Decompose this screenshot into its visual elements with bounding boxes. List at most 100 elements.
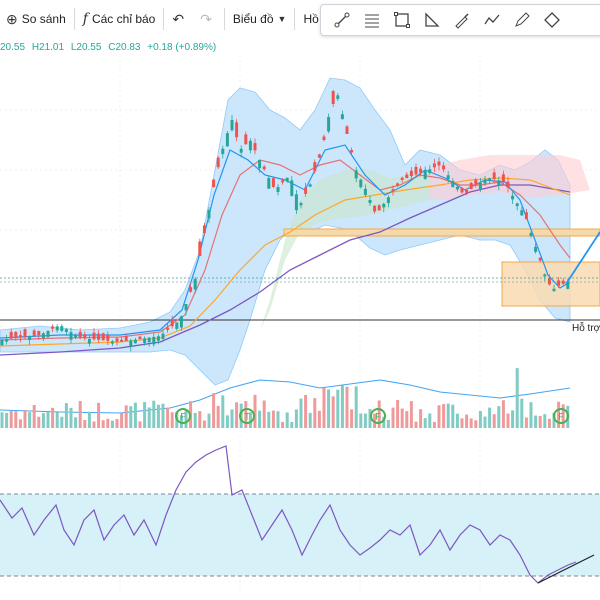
candle-body bbox=[46, 331, 50, 337]
volume-bar bbox=[193, 412, 197, 428]
candle-body bbox=[474, 179, 478, 186]
redo-button[interactable]: ↷ bbox=[194, 4, 222, 34]
candle-body bbox=[501, 174, 505, 182]
candle-body bbox=[244, 134, 248, 145]
volume-bar bbox=[110, 420, 114, 428]
event-badge-f[interactable]: F bbox=[175, 408, 191, 424]
volume-bar bbox=[235, 402, 239, 428]
brush-pen-tool[interactable] bbox=[511, 9, 533, 31]
rsi-trend-line[interactable] bbox=[537, 554, 595, 584]
volume-bar bbox=[547, 418, 551, 428]
horizontal-lines-tool[interactable] bbox=[361, 9, 383, 31]
volume-bar bbox=[41, 413, 45, 428]
candle-body bbox=[239, 148, 243, 153]
candle-body bbox=[557, 280, 561, 286]
candle-body bbox=[285, 177, 289, 182]
candle-body bbox=[143, 338, 147, 343]
candle-body bbox=[37, 331, 41, 336]
rectangle-tool[interactable] bbox=[391, 9, 413, 31]
candle-body bbox=[170, 319, 174, 327]
function-icon: f bbox=[82, 11, 88, 27]
undo-button[interactable]: ↶ bbox=[166, 4, 194, 34]
event-badge-f[interactable]: F bbox=[553, 408, 569, 424]
candle-body bbox=[455, 186, 459, 190]
volume-bar bbox=[465, 414, 469, 428]
volume-bar bbox=[156, 404, 160, 428]
volume-bar bbox=[396, 400, 400, 428]
triangle-icon bbox=[425, 12, 440, 27]
candle-body bbox=[460, 188, 464, 193]
ellipse-tool[interactable] bbox=[541, 9, 563, 31]
candle-body bbox=[202, 225, 206, 233]
volume-bar bbox=[561, 404, 565, 428]
candle-body bbox=[552, 288, 556, 292]
volume-bar bbox=[317, 410, 321, 428]
volume-bar bbox=[304, 394, 308, 428]
volume-bar bbox=[451, 404, 455, 428]
candle-body bbox=[322, 136, 326, 140]
candle-body bbox=[51, 326, 55, 329]
volume-bar bbox=[60, 416, 64, 428]
brush-tool[interactable] bbox=[451, 9, 473, 31]
volume-bar bbox=[152, 400, 156, 428]
chart-menu-label: Biểu đồ bbox=[232, 12, 274, 26]
compare-button[interactable]: ⊕ So sánh bbox=[0, 4, 72, 34]
volume-bar bbox=[5, 412, 9, 428]
candle-body bbox=[377, 205, 381, 211]
volume-bar bbox=[478, 410, 482, 428]
candle-body bbox=[483, 180, 487, 184]
volume-bar bbox=[409, 401, 413, 428]
volume-bar bbox=[37, 416, 41, 428]
projection-line[interactable] bbox=[565, 231, 600, 285]
candle-body bbox=[184, 304, 188, 311]
event-badge-f[interactable]: F bbox=[370, 408, 386, 424]
volume-bar bbox=[28, 412, 32, 428]
candle-body bbox=[9, 331, 13, 339]
svg-text:F: F bbox=[375, 412, 381, 422]
horizontal-lines-icon bbox=[365, 14, 379, 28]
volume-bar bbox=[106, 418, 110, 428]
ellipse-icon bbox=[544, 12, 560, 28]
indicators-button[interactable]: f Các chỉ báo bbox=[77, 4, 162, 34]
volume-bar bbox=[147, 407, 151, 428]
volume-bar bbox=[115, 418, 119, 428]
volume-bar bbox=[442, 404, 446, 428]
candle-body bbox=[138, 336, 142, 339]
candle-body bbox=[101, 333, 105, 341]
event-badge-t[interactable]: T bbox=[239, 408, 255, 424]
pen-icon bbox=[515, 12, 530, 27]
triangle-tool[interactable] bbox=[421, 9, 443, 31]
chart-menu-button[interactable]: Biểu đồ ▼ bbox=[227, 4, 293, 34]
candle-body bbox=[492, 172, 496, 180]
candle-body bbox=[115, 338, 119, 342]
volume-bar bbox=[290, 421, 294, 428]
volume-bar bbox=[414, 421, 418, 428]
volume-bar bbox=[225, 415, 229, 428]
candle-body bbox=[74, 335, 78, 338]
candle-body bbox=[373, 205, 377, 212]
resistance-zone bbox=[283, 228, 600, 237]
volume-bar bbox=[308, 412, 312, 428]
volume-bars bbox=[0, 368, 570, 428]
redo-icon: ↷ bbox=[200, 10, 212, 27]
candle-body bbox=[340, 114, 344, 120]
trend-line-tool[interactable] bbox=[331, 9, 353, 31]
candle-body bbox=[262, 166, 266, 170]
volume-bar bbox=[69, 407, 73, 428]
candle-body bbox=[534, 246, 538, 252]
candle-body bbox=[409, 170, 413, 177]
toolbar-divider bbox=[294, 8, 296, 30]
volume-bar bbox=[207, 413, 211, 428]
ohlc-high: H21.01 bbox=[31, 42, 65, 53]
volume-bar bbox=[14, 411, 18, 428]
volume-bar bbox=[391, 407, 395, 428]
candle-body bbox=[419, 168, 423, 173]
candle-body bbox=[97, 333, 101, 340]
candle-body bbox=[55, 326, 59, 331]
volume-bar bbox=[552, 412, 556, 428]
event-badges[interactable]: F T F F bbox=[175, 408, 569, 424]
candle-body bbox=[207, 210, 211, 219]
path-tool[interactable] bbox=[481, 9, 503, 31]
volume-bar bbox=[184, 410, 188, 428]
